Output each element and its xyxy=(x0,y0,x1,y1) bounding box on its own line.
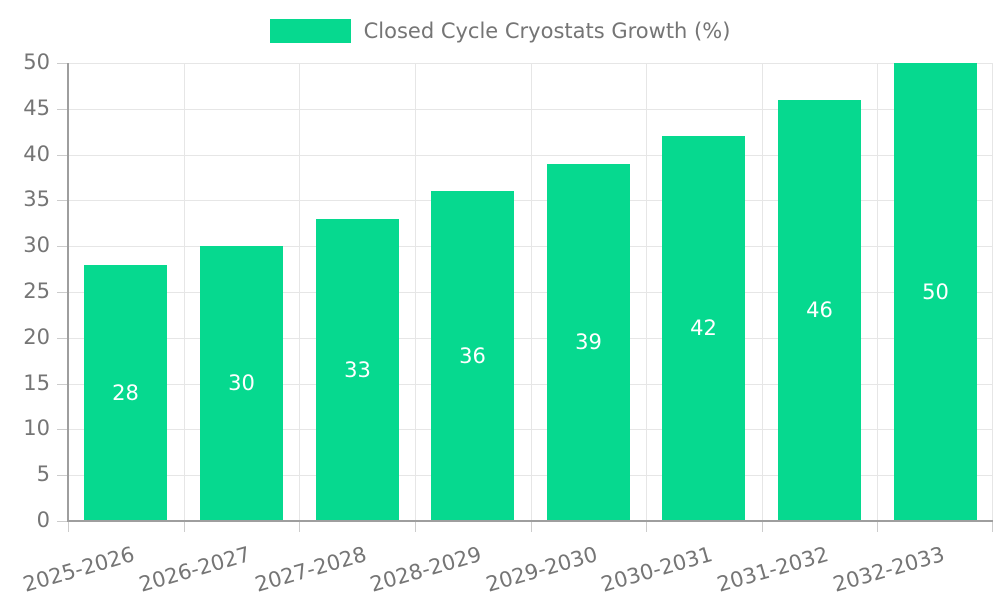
gridline-vertical xyxy=(646,63,647,521)
bar: 39 xyxy=(547,164,630,521)
bar-value-label: 39 xyxy=(575,330,602,354)
gridline-horizontal xyxy=(68,337,993,339)
legend-swatch xyxy=(269,19,351,43)
x-tick-mark xyxy=(299,521,300,532)
x-tick-mark xyxy=(415,521,416,532)
x-axis-line xyxy=(67,520,993,522)
x-tick-mark xyxy=(646,521,647,532)
x-axis-tick-label: 2026-2027 xyxy=(136,542,254,597)
y-axis-tick-label: 40 xyxy=(23,141,50,166)
bar-value-label: 50 xyxy=(922,279,949,304)
legend-label: Closed Cycle Cryostats Growth (%) xyxy=(363,19,731,43)
gridline-vertical xyxy=(184,63,185,521)
y-tick-mark xyxy=(57,154,68,156)
y-axis-tick-label: 15 xyxy=(23,370,50,395)
x-axis-tick-label: 2032-2033 xyxy=(830,542,947,597)
y-tick-mark xyxy=(57,521,68,522)
gridline-horizontal xyxy=(68,383,993,385)
gridline-vertical xyxy=(299,63,300,521)
gridline-vertical xyxy=(877,63,878,521)
bar-value-label: 42 xyxy=(690,316,717,340)
bar-value-label: 28 xyxy=(112,380,139,405)
x-axis-tick-label: 2028-2029 xyxy=(367,542,485,597)
gridline-horizontal xyxy=(68,154,993,156)
y-tick-mark xyxy=(57,383,68,385)
bar-value-label: 33 xyxy=(344,357,371,382)
y-axis-tick-label: 5 xyxy=(36,462,50,487)
x-tick-mark xyxy=(184,521,185,532)
gridline-horizontal xyxy=(68,292,993,293)
x-axis-tick-label: 2027-2028 xyxy=(252,542,369,597)
y-tick-mark xyxy=(57,475,68,477)
bar: 50 xyxy=(894,63,977,521)
y-tick-mark xyxy=(57,108,68,110)
gridline-horizontal xyxy=(68,63,993,64)
bar: 33 xyxy=(316,219,399,521)
y-tick-mark xyxy=(57,63,68,64)
bar-value-label: 36 xyxy=(459,343,486,368)
y-axis-tick-label: 10 xyxy=(23,416,50,441)
gridline-horizontal xyxy=(68,429,993,431)
gridline-horizontal xyxy=(68,108,993,110)
x-tick-mark xyxy=(877,521,878,532)
y-axis-tick-label: 45 xyxy=(23,95,50,120)
x-tick-mark xyxy=(68,521,69,532)
chart-legend[interactable]: Closed Cycle Cryostats Growth (%) xyxy=(0,19,1000,43)
y-tick-mark xyxy=(57,429,68,431)
gridline-horizontal xyxy=(68,475,993,477)
x-tick-mark xyxy=(762,521,763,532)
bar: 36 xyxy=(431,191,514,521)
gridline-vertical xyxy=(415,63,416,521)
y-axis-tick-label: 20 xyxy=(23,324,50,349)
bar: 30 xyxy=(200,246,283,521)
x-axis-tick-label: 2031-2032 xyxy=(714,542,832,597)
y-axis-tick-label: 0 xyxy=(36,508,50,533)
gridline-vertical xyxy=(762,63,763,521)
x-tick-mark xyxy=(531,521,532,532)
bar-value-label: 46 xyxy=(806,298,833,322)
y-tick-mark xyxy=(57,200,68,202)
y-axis-tick-label: 35 xyxy=(23,187,50,212)
bar-value-label: 30 xyxy=(228,371,255,395)
bar: 42 xyxy=(662,136,745,521)
x-axis-tick-label: 2030-2031 xyxy=(598,542,716,597)
gridline-vertical xyxy=(992,63,993,521)
x-axis-tick-label: 2025-2026 xyxy=(20,542,138,597)
y-axis-line xyxy=(67,63,69,521)
y-tick-mark xyxy=(57,337,68,339)
y-tick-mark xyxy=(57,292,68,293)
gridline-horizontal xyxy=(68,200,993,202)
y-axis-tick-label: 25 xyxy=(23,279,50,304)
y-axis-labels: 0 5 10 15 20 25 30 35 40 45 50 xyxy=(0,50,50,532)
gridline-vertical xyxy=(531,63,532,521)
gridline-horizontal xyxy=(68,246,993,248)
y-axis-tick-label: 50 xyxy=(23,50,50,75)
y-axis-tick-label: 30 xyxy=(23,233,50,258)
y-tick-mark xyxy=(57,246,68,248)
x-tick-mark xyxy=(992,521,993,532)
x-axis-tick-label: 2029-2030 xyxy=(483,542,600,597)
plot-area: 28 30 33 36 39 42 46 50 xyxy=(57,63,993,532)
bar: 28 xyxy=(84,265,167,521)
bar: 46 xyxy=(778,100,861,521)
